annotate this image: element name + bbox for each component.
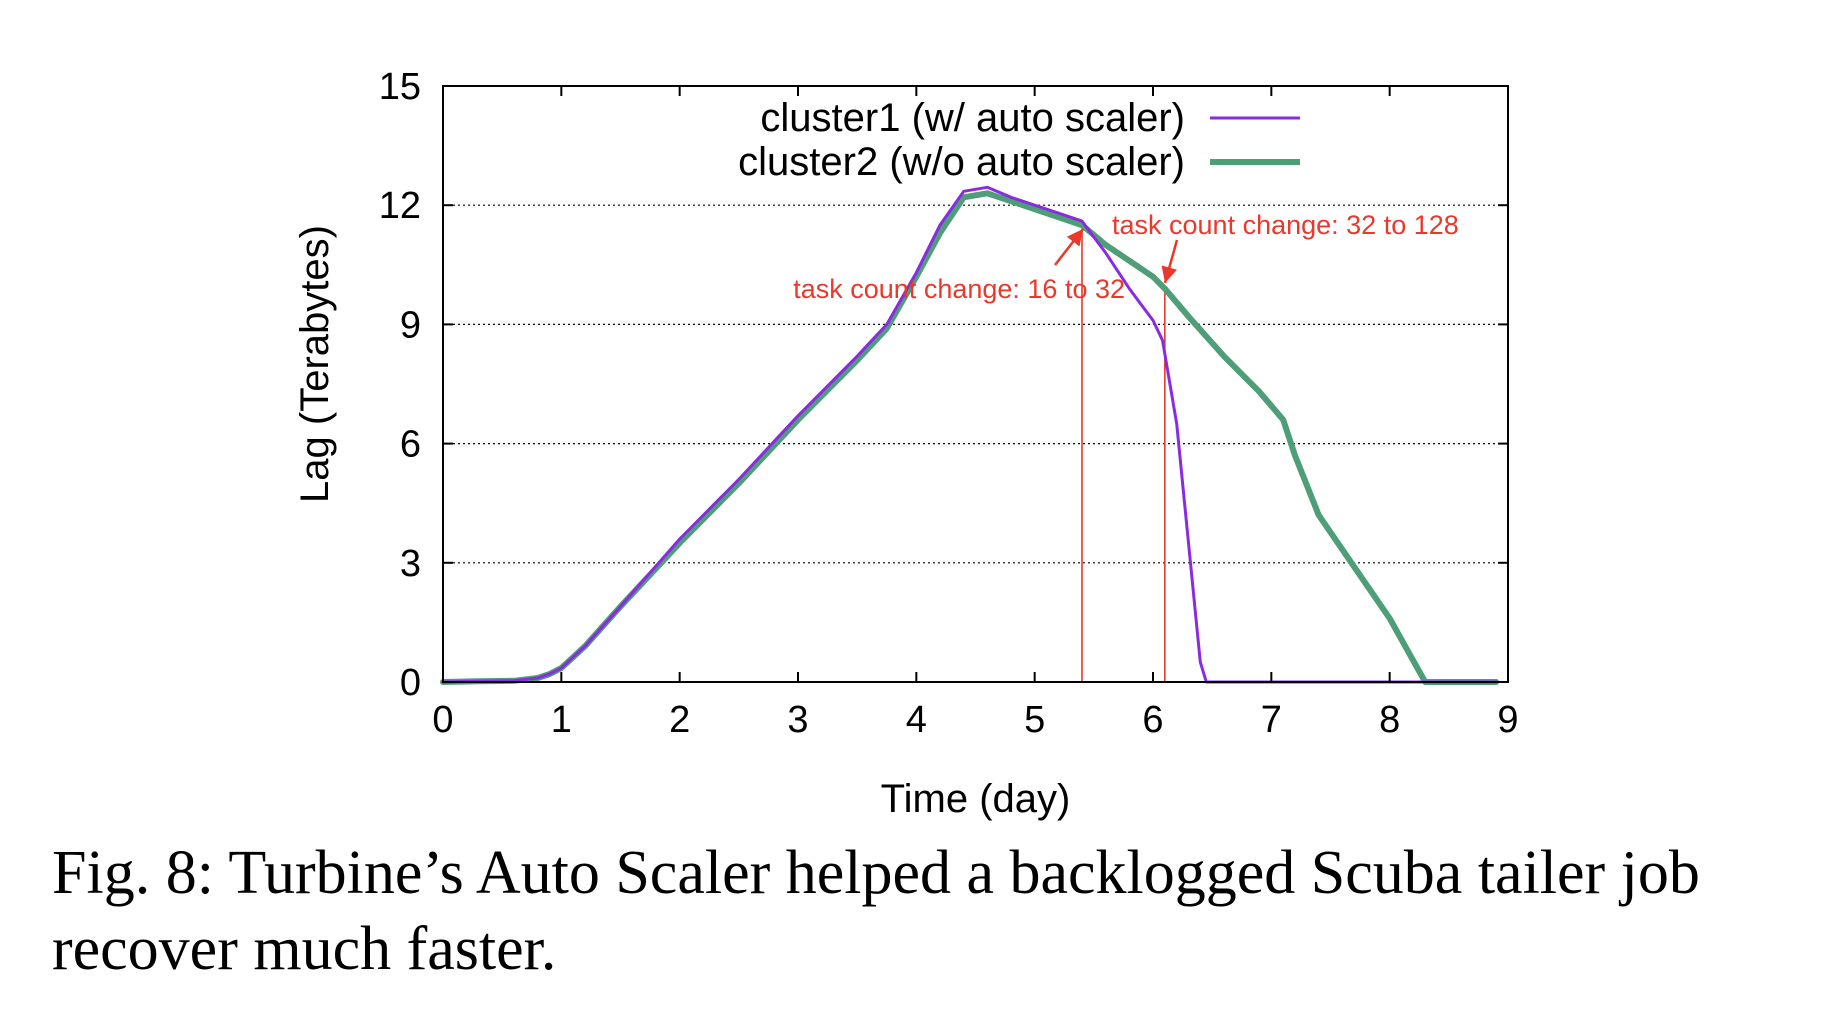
x-tick-label-1: 1: [551, 699, 572, 741]
x-tick-label-7: 7: [1261, 699, 1282, 741]
legend: cluster1 (w/ auto scaler)cluster2 (w/o a…: [738, 96, 1300, 184]
y-tick-label-12: 12: [379, 185, 421, 227]
x-tick-label-5: 5: [1024, 699, 1045, 741]
annotation-label-1: task count change: 16 to 32: [793, 274, 1125, 304]
x-tick-label-9: 9: [1497, 699, 1518, 741]
annotation-arrow-1-head: [1066, 229, 1083, 247]
x-tick-label-6: 6: [1142, 699, 1163, 741]
y-tick-label-0: 0: [400, 662, 421, 704]
y-tick-label-9: 9: [400, 304, 421, 346]
series-line-1: [441, 185, 1498, 684]
figure-caption: Fig. 8: Turbine’s Auto Scaler helped a b…: [52, 839, 1700, 983]
x-tick-label-0: 0: [432, 699, 453, 741]
annotation-arrow-1: [1054, 228, 1084, 266]
grid-lines: [443, 204, 1508, 564]
x-tick-label-2: 2: [669, 699, 690, 741]
series-lines: [440, 185, 1500, 685]
annotation-arrow-2-head: [1161, 265, 1178, 283]
y-tick-label-3: 3: [400, 543, 421, 585]
x-tick-label-4: 4: [906, 699, 927, 741]
annotation-labels: task count change: 16 to 32 task count ch…: [793, 210, 1459, 304]
plot-area-frame: [442, 85, 1509, 683]
annotation-label-2: task count change: 32 to 128: [1112, 210, 1459, 240]
series-line-2: [440, 190, 1500, 685]
y-tick-label-15: 15: [379, 66, 421, 108]
legend-label-2: cluster2 (w/o auto scaler): [738, 140, 1185, 184]
legend-label-1: cluster1 (w/ auto scaler): [760, 96, 1185, 140]
x-axis-title: Time (day): [881, 777, 1071, 821]
x-tick-label-3: 3: [787, 699, 808, 741]
y-tick-label-6: 6: [400, 424, 421, 466]
x-tick-label-8: 8: [1379, 699, 1400, 741]
y-axis-title: Lag (Terabytes): [293, 225, 337, 503]
annotation-arrow-2: [1161, 239, 1179, 284]
